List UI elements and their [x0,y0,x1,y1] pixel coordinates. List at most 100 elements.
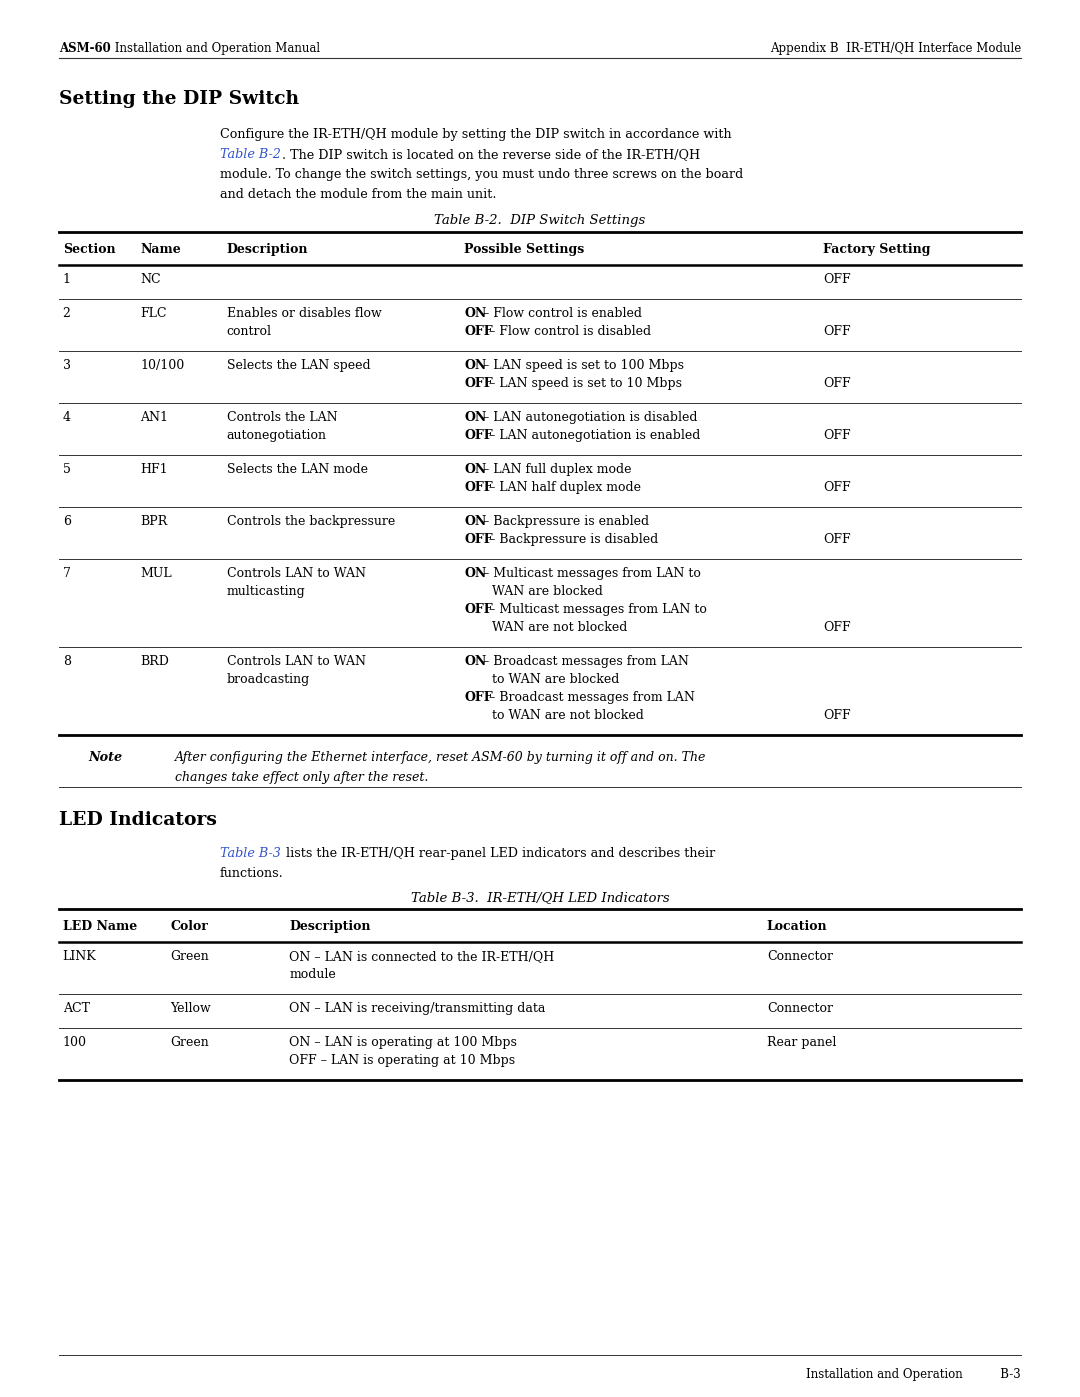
Text: OFF: OFF [464,429,494,441]
Text: Installation and Operation Manual: Installation and Operation Manual [111,42,320,54]
Text: Factory Setting: Factory Setting [823,243,931,256]
Text: OFF: OFF [823,710,851,722]
Text: BRD: BRD [140,655,170,668]
Text: Location: Location [767,921,827,933]
Text: WAN are not blocked: WAN are not blocked [472,622,627,634]
Text: 5: 5 [63,462,70,476]
Text: 2: 2 [63,307,70,320]
Text: Controls LAN to WAN: Controls LAN to WAN [227,655,366,668]
Text: Description: Description [227,243,308,256]
Text: 4: 4 [63,411,70,425]
Text: 10/100: 10/100 [140,359,185,372]
Text: – Flow control is disabled: – Flow control is disabled [485,326,651,338]
Text: – LAN speed is set to 10 Mbps: – LAN speed is set to 10 Mbps [485,377,681,390]
Text: – LAN autonegotiation is disabled: – LAN autonegotiation is disabled [478,411,698,425]
Text: LED Name: LED Name [63,921,137,933]
Text: AN1: AN1 [140,411,168,425]
Text: FLC: FLC [140,307,167,320]
Text: 1: 1 [63,272,70,286]
Text: lists the IR-ETH/QH rear-panel LED indicators and describes their: lists the IR-ETH/QH rear-panel LED indic… [282,847,715,861]
Text: Controls the backpressure: Controls the backpressure [227,515,395,528]
Text: Appendix B  IR-ETH/QH Interface Module: Appendix B IR-ETH/QH Interface Module [770,42,1021,54]
Text: – Backpressure is enabled: – Backpressure is enabled [478,515,649,528]
Text: multicasting: multicasting [227,585,306,598]
Text: Connector: Connector [767,950,833,963]
Text: control: control [227,326,272,338]
Text: ON – LAN is operating at 100 Mbps: ON – LAN is operating at 100 Mbps [289,1037,517,1049]
Text: OFF: OFF [464,326,494,338]
Text: Green: Green [171,1037,210,1049]
Text: Description: Description [289,921,370,933]
Text: Selects the LAN mode: Selects the LAN mode [227,462,368,476]
Text: module: module [289,968,336,981]
Text: OFF: OFF [464,604,494,616]
Text: – LAN speed is set to 100 Mbps: – LAN speed is set to 100 Mbps [478,359,684,372]
Text: Configure the IR-ETH/QH module by setting the DIP switch in accordance with: Configure the IR-ETH/QH module by settin… [220,129,731,141]
Text: and detach the module from the main unit.: and detach the module from the main unit… [220,189,497,201]
Text: Installation and Operation          B-3: Installation and Operation B-3 [807,1368,1021,1382]
Text: OFF: OFF [823,272,851,286]
Text: Table B-3.  IR-ETH/QH LED Indicators: Table B-3. IR-ETH/QH LED Indicators [410,891,670,904]
Text: 8: 8 [63,655,70,668]
Text: – LAN full duplex mode: – LAN full duplex mode [478,462,632,476]
Text: Yellow: Yellow [171,1002,212,1016]
Text: 7: 7 [63,567,70,580]
Text: – Multicast messages from LAN to: – Multicast messages from LAN to [485,604,707,616]
Text: OFF: OFF [823,622,851,634]
Text: NC: NC [140,272,161,286]
Text: Note: Note [87,752,122,764]
Text: ON: ON [464,567,487,580]
Text: Green: Green [171,950,210,963]
Text: Color: Color [171,921,208,933]
Text: module. To change the switch settings, you must undo three screws on the board: module. To change the switch settings, y… [220,168,743,182]
Text: functions.: functions. [220,868,284,880]
Text: Selects the LAN speed: Selects the LAN speed [227,359,370,372]
Text: ACT: ACT [63,1002,90,1016]
Text: ON: ON [464,411,487,425]
Text: Table B-3: Table B-3 [220,847,281,861]
Text: Controls LAN to WAN: Controls LAN to WAN [227,567,366,580]
Text: OFF: OFF [823,481,851,495]
Text: Rear panel: Rear panel [767,1037,836,1049]
Text: OFF: OFF [464,377,494,390]
Text: Enables or disables flow: Enables or disables flow [227,307,381,320]
Text: to WAN are blocked: to WAN are blocked [472,673,620,686]
Text: ON: ON [464,462,487,476]
Text: – Backpressure is disabled: – Backpressure is disabled [485,534,658,546]
Text: OFF: OFF [823,429,851,441]
Text: Possible Settings: Possible Settings [464,243,584,256]
Text: – LAN half duplex mode: – LAN half duplex mode [485,481,642,495]
Text: OFF: OFF [823,534,851,546]
Text: OFF: OFF [464,692,494,704]
Text: MUL: MUL [140,567,172,580]
Text: 3: 3 [63,359,70,372]
Text: OFF: OFF [823,326,851,338]
Text: Table B-2.  DIP Switch Settings: Table B-2. DIP Switch Settings [434,214,646,226]
Text: – LAN autonegotiation is enabled: – LAN autonegotiation is enabled [485,429,700,441]
Text: Name: Name [140,243,181,256]
Text: Connector: Connector [767,1002,833,1016]
Text: 6: 6 [63,515,70,528]
Text: WAN are blocked: WAN are blocked [472,585,604,598]
Text: – Multicast messages from LAN to: – Multicast messages from LAN to [478,567,701,580]
Text: Section: Section [63,243,116,256]
Text: ON: ON [464,307,487,320]
Text: to WAN are not blocked: to WAN are not blocked [472,710,645,722]
Text: ON: ON [464,359,487,372]
Text: – Flow control is enabled: – Flow control is enabled [478,307,642,320]
Text: OFF: OFF [464,481,494,495]
Text: HF1: HF1 [140,462,168,476]
Text: Setting the DIP Switch: Setting the DIP Switch [59,89,299,108]
Text: changes take effect only after the reset.: changes take effect only after the reset… [175,771,429,784]
Text: 100: 100 [63,1037,86,1049]
Text: ON: ON [464,655,487,668]
Text: OFF – LAN is operating at 10 Mbps: OFF – LAN is operating at 10 Mbps [289,1053,515,1067]
Text: ON – LAN is connected to the IR-ETH/QH: ON – LAN is connected to the IR-ETH/QH [289,950,555,963]
Text: broadcasting: broadcasting [227,673,310,686]
Text: Controls the LAN: Controls the LAN [227,411,337,425]
Text: autonegotiation: autonegotiation [227,429,327,441]
Text: . The DIP switch is located on the reverse side of the IR-ETH/QH: . The DIP switch is located on the rever… [282,148,700,161]
Text: – Broadcast messages from LAN: – Broadcast messages from LAN [485,692,694,704]
Text: BPR: BPR [140,515,167,528]
Text: ON – LAN is receiving/transmitting data: ON – LAN is receiving/transmitting data [289,1002,545,1016]
